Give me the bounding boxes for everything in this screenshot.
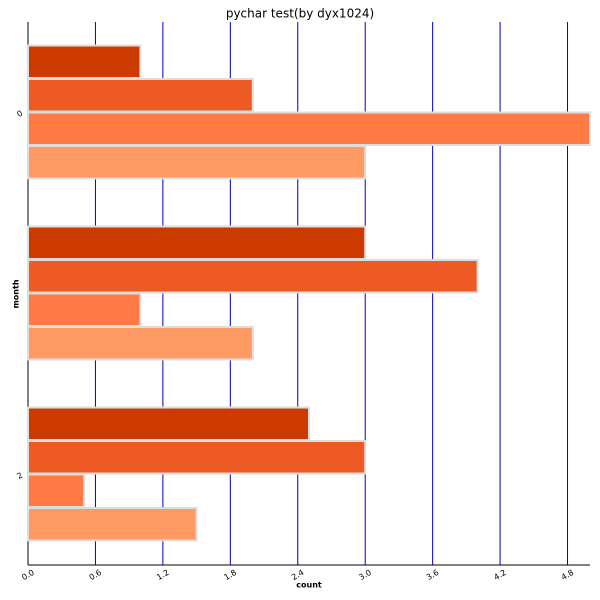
- x-tick-label: 4.2: [492, 568, 508, 582]
- x-tick-label: 4.8: [560, 568, 576, 582]
- y-axis-label: month: [12, 279, 21, 308]
- bar: [27, 440, 367, 475]
- x-tick-label: 3.6: [425, 568, 441, 582]
- bar: [27, 144, 367, 180]
- bar: [27, 111, 591, 146]
- bar: [27, 292, 142, 327]
- x-tick-label: 3.0: [357, 568, 373, 582]
- bar: [27, 44, 142, 80]
- x-tick-label: 1.8: [223, 568, 239, 582]
- bar: [27, 325, 254, 361]
- bar: [27, 473, 86, 508]
- y-tick-label: 2: [15, 471, 24, 481]
- bar: [27, 506, 198, 542]
- x-axis-label: count: [296, 581, 322, 590]
- x-tick-label: 0.6: [88, 568, 104, 582]
- chart-title: pychar test(by dyx1024): [226, 7, 374, 21]
- bar: [27, 259, 479, 294]
- x-tick-label: 0.0: [20, 568, 36, 582]
- y-tick-label: 0: [15, 109, 24, 119]
- bar: [27, 78, 254, 113]
- x-tick-label: 1.2: [155, 568, 171, 582]
- bar: [27, 225, 367, 261]
- bar: [27, 406, 310, 442]
